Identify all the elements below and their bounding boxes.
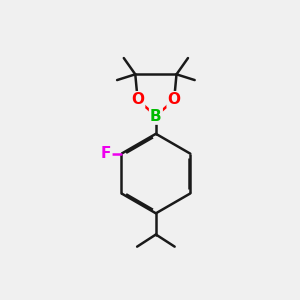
Text: B: B — [150, 109, 162, 124]
Text: O: O — [168, 92, 181, 107]
Text: F: F — [101, 146, 111, 161]
Text: O: O — [131, 92, 144, 107]
